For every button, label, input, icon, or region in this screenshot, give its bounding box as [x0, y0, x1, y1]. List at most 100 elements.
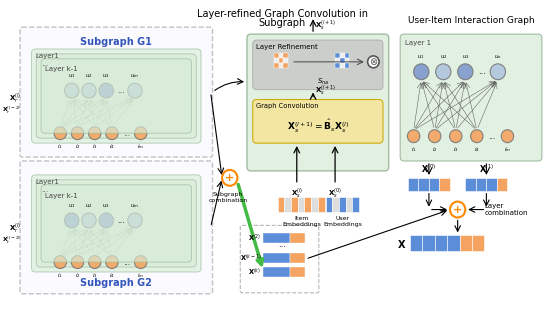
Text: $\mathbf{X}_s^{(l+1)}$: $\mathbf{X}_s^{(l+1)}$: [315, 19, 336, 32]
Text: $\mathbf{X}_s^{(0)}$: $\mathbf{X}_s^{(0)}$: [328, 187, 342, 200]
Text: $i_1$: $i_1$: [411, 145, 416, 154]
Text: $u_n$: $u_n$: [494, 53, 502, 61]
Bar: [274, 58, 279, 63]
Text: $i_3$: $i_3$: [92, 271, 97, 280]
Text: $\mathbf{X}_r^{(l-2)}$: $\mathbf{X}_r^{(l-2)}$: [2, 235, 21, 246]
Bar: [290, 253, 305, 263]
Bar: [291, 197, 298, 211]
Text: $S_{na}$: $S_{na}$: [316, 76, 329, 87]
Bar: [345, 63, 349, 68]
Circle shape: [134, 256, 147, 268]
FancyBboxPatch shape: [41, 59, 191, 133]
Bar: [335, 53, 340, 58]
Circle shape: [128, 83, 142, 98]
Bar: [419, 178, 429, 191]
Text: Layer-refined Graph Convolution in: Layer-refined Graph Convolution in: [197, 9, 368, 19]
Text: $i_3$: $i_3$: [92, 142, 97, 151]
Text: ...: ...: [123, 258, 130, 267]
Bar: [465, 178, 476, 191]
Circle shape: [490, 64, 505, 80]
Bar: [339, 197, 345, 211]
Bar: [305, 197, 311, 211]
Text: $u_3$: $u_3$: [102, 72, 110, 80]
Circle shape: [72, 127, 84, 140]
Circle shape: [128, 213, 142, 228]
Text: Layer
combination: Layer combination: [485, 203, 528, 216]
Text: $i_4$: $i_4$: [109, 142, 115, 151]
Bar: [279, 58, 283, 63]
Text: $i_m$: $i_m$: [137, 142, 144, 151]
Text: ...: ...: [278, 240, 287, 249]
Bar: [318, 197, 324, 211]
Text: Subgraph
combination: Subgraph combination: [208, 192, 248, 203]
Bar: [410, 235, 422, 251]
Text: $\mathbf{X}_s^{(l+1)} = \hat{\mathbf{B}}_s\mathbf{X}_s^{(l)}$: $\mathbf{X}_s^{(l+1)} = \hat{\mathbf{B}}…: [287, 118, 349, 135]
Text: ...: ...: [41, 59, 48, 68]
FancyBboxPatch shape: [36, 180, 196, 267]
Circle shape: [428, 130, 441, 143]
Text: +: +: [225, 173, 234, 183]
Circle shape: [82, 213, 96, 228]
Bar: [284, 197, 291, 211]
Bar: [279, 53, 283, 58]
FancyBboxPatch shape: [400, 34, 542, 161]
Text: ...: ...: [488, 132, 496, 141]
FancyBboxPatch shape: [247, 34, 389, 171]
Bar: [429, 178, 439, 191]
Circle shape: [106, 256, 118, 268]
Circle shape: [501, 130, 514, 143]
Text: $\mathbf{X}_s^{(l)}$: $\mathbf{X}_s^{(l)}$: [291, 187, 303, 200]
Bar: [447, 235, 460, 251]
Bar: [274, 53, 279, 58]
Text: $i_m$: $i_m$: [504, 145, 511, 154]
Text: $i_2$: $i_2$: [75, 271, 80, 280]
Bar: [340, 53, 345, 58]
Text: $\mathbf{X}^{(k)}$: $\mathbf{X}^{(k)}$: [248, 266, 261, 278]
Text: $i_2$: $i_2$: [432, 145, 437, 154]
Text: Layer k-1: Layer k-1: [45, 66, 78, 72]
Text: $\mathbf{X}^{(1)}$: $\mathbf{X}^{(1)}$: [479, 162, 494, 175]
Circle shape: [408, 130, 420, 143]
Text: $\mathbf{X}_s^{(l+1)}$: $\mathbf{X}_s^{(l+1)}$: [315, 83, 336, 97]
Text: $\otimes$: $\otimes$: [368, 56, 378, 67]
Circle shape: [99, 213, 113, 228]
Text: $u_3$: $u_3$: [102, 202, 110, 210]
Bar: [476, 178, 486, 191]
Text: $i_4$: $i_4$: [109, 271, 115, 280]
Text: $\mathbf{X}_r^{(l-2)}$: $\mathbf{X}_r^{(l-2)}$: [2, 105, 21, 116]
Bar: [460, 235, 472, 251]
Text: User
Embeddings: User Embeddings: [323, 217, 362, 227]
Bar: [326, 197, 332, 211]
FancyBboxPatch shape: [31, 175, 201, 272]
FancyBboxPatch shape: [253, 40, 383, 90]
Text: ...: ...: [123, 129, 130, 138]
Text: $i_1$: $i_1$: [57, 271, 63, 280]
Text: Layer 1: Layer 1: [405, 40, 431, 46]
Text: Layer1: Layer1: [35, 53, 59, 59]
Bar: [283, 53, 288, 58]
Text: $\mathbf{X}^{(2)}$: $\mathbf{X}^{(2)}$: [248, 233, 261, 244]
Text: $\mathbf{X}^{(k-1)}$: $\mathbf{X}^{(k-1)}$: [240, 252, 261, 264]
Bar: [408, 178, 419, 191]
FancyBboxPatch shape: [41, 185, 191, 262]
Circle shape: [414, 64, 429, 80]
Circle shape: [471, 130, 483, 143]
Text: Item
Embeddings: Item Embeddings: [282, 217, 321, 227]
Text: $u_2$: $u_2$: [85, 202, 93, 210]
Text: Graph Convolution: Graph Convolution: [256, 103, 318, 109]
FancyBboxPatch shape: [20, 161, 212, 294]
Bar: [263, 233, 290, 243]
Bar: [263, 267, 290, 277]
Circle shape: [99, 83, 113, 98]
Text: $\mathbf{X}$: $\mathbf{X}$: [397, 238, 406, 250]
Text: Subgraph G1: Subgraph G1: [80, 37, 152, 47]
Text: $\mathbf{X}_r^{(l)}$: $\mathbf{X}_r^{(l)}$: [9, 221, 21, 236]
Bar: [353, 197, 359, 211]
Text: Layer Refinement: Layer Refinement: [256, 44, 317, 50]
Text: User-Item Interaction Graph: User-Item Interaction Graph: [408, 16, 535, 25]
Bar: [335, 58, 340, 63]
Circle shape: [134, 127, 147, 140]
Circle shape: [436, 64, 451, 80]
Bar: [335, 63, 340, 68]
Circle shape: [82, 83, 96, 98]
